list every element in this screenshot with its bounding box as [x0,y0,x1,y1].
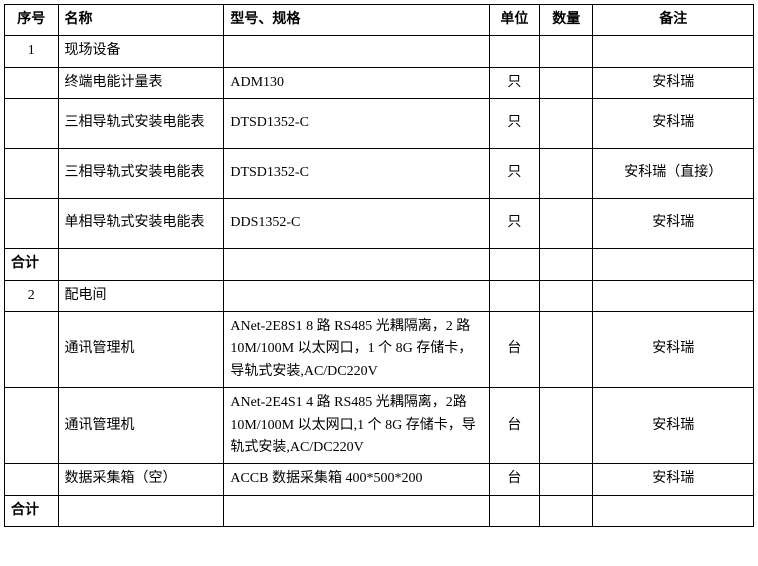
cell-model: DTSD1352-C [224,99,489,149]
cell-qty [539,36,593,67]
cell-seq [5,199,59,249]
cell-seq: 2 [5,280,59,311]
cell-remark: 安科瑞 [593,99,754,149]
cell-remark: 安科瑞 [593,388,754,464]
cell-unit: 只 [489,149,539,199]
header-unit: 单位 [489,5,539,36]
cell-qty [539,388,593,464]
cell-seq: 1 [5,36,59,67]
cell-unit [489,36,539,67]
header-name: 名称 [58,5,224,36]
cell-seq [5,388,59,464]
cell-unit: 台 [489,311,539,387]
equipment-table: 序号 名称 型号、规格 单位 数量 备注 1现场设备终端电能计量表ADM130只… [4,4,754,527]
cell-name: 配电间 [58,280,224,311]
table-row: 三相导轨式安装电能表DTSD1352-C只 安科瑞 [5,99,754,149]
cell-model [224,36,489,67]
table-row: 数据采集箱（空）ACCB 数据采集箱 400*500*200台 安科瑞 [5,464,754,495]
cell-name: 现场设备 [58,36,224,67]
cell-unit: 只 [489,199,539,249]
cell-qty [539,464,593,495]
cell-qty [539,495,593,526]
cell-seq [5,99,59,149]
table-body: 1现场设备终端电能计量表ADM130只安科瑞三相导轨式安装电能表DTSD1352… [5,36,754,527]
cell-name [58,495,224,526]
cell-remark [593,280,754,311]
table-row: 合计 [5,495,754,526]
cell-remark [593,36,754,67]
cell-unit: 只 [489,67,539,98]
table-row: 终端电能计量表ADM130只 安科瑞 [5,67,754,98]
cell-remark: 安科瑞 [593,464,754,495]
cell-remark: 安科瑞 [593,311,754,387]
table-row: 通讯管理机ANet-2E4S1 4 路 RS485 光耦隔离，2路 10M/10… [5,388,754,464]
cell-qty [539,149,593,199]
cell-model: ADM130 [224,67,489,98]
cell-model: DTSD1352-C [224,149,489,199]
cell-qty [539,249,593,280]
cell-model: ACCB 数据采集箱 400*500*200 [224,464,489,495]
cell-name [58,249,224,280]
cell-remark: 安科瑞（直接） [593,149,754,199]
cell-name: 通讯管理机 [58,388,224,464]
cell-unit: 台 [489,388,539,464]
cell-unit: 台 [489,464,539,495]
cell-qty [539,99,593,149]
cell-qty [539,67,593,98]
table-row: 合计 [5,249,754,280]
header-qty: 数量 [539,5,593,36]
cell-model: ANet-2E4S1 4 路 RS485 光耦隔离，2路 10M/100M 以太… [224,388,489,464]
cell-name: 三相导轨式安装电能表 [58,149,224,199]
table-row: 2配电间 [5,280,754,311]
cell-qty [539,199,593,249]
cell-model [224,249,489,280]
header-seq: 序号 [5,5,59,36]
cell-name: 三相导轨式安装电能表 [58,99,224,149]
cell-seq: 合计 [5,495,59,526]
cell-name: 单相导轨式安装电能表 [58,199,224,249]
table-row: 单相导轨式安装电能表DDS1352-C只 安科瑞 [5,199,754,249]
cell-remark: 安科瑞 [593,199,754,249]
cell-model [224,495,489,526]
cell-name: 终端电能计量表 [58,67,224,98]
cell-remark [593,495,754,526]
cell-remark: 安科瑞 [593,67,754,98]
cell-name: 数据采集箱（空） [58,464,224,495]
cell-seq [5,464,59,495]
cell-model: DDS1352-C [224,199,489,249]
cell-model [224,280,489,311]
header-model: 型号、规格 [224,5,489,36]
cell-seq [5,149,59,199]
cell-seq [5,311,59,387]
cell-unit [489,280,539,311]
cell-unit [489,249,539,280]
table-header: 序号 名称 型号、规格 单位 数量 备注 [5,5,754,36]
cell-unit: 只 [489,99,539,149]
table-row: 三相导轨式安装电能表DTSD1352-C只 安科瑞（直接） [5,149,754,199]
table-row: 1现场设备 [5,36,754,67]
table-row: 通讯管理机ANet-2E8S1 8 路 RS485 光耦隔离，2 路 10M/1… [5,311,754,387]
cell-qty [539,280,593,311]
cell-qty [539,311,593,387]
header-remark: 备注 [593,5,754,36]
cell-name: 通讯管理机 [58,311,224,387]
cell-seq [5,67,59,98]
cell-seq: 合计 [5,249,59,280]
cell-remark [593,249,754,280]
cell-unit [489,495,539,526]
cell-model: ANet-2E8S1 8 路 RS485 光耦隔离，2 路 10M/100M 以… [224,311,489,387]
